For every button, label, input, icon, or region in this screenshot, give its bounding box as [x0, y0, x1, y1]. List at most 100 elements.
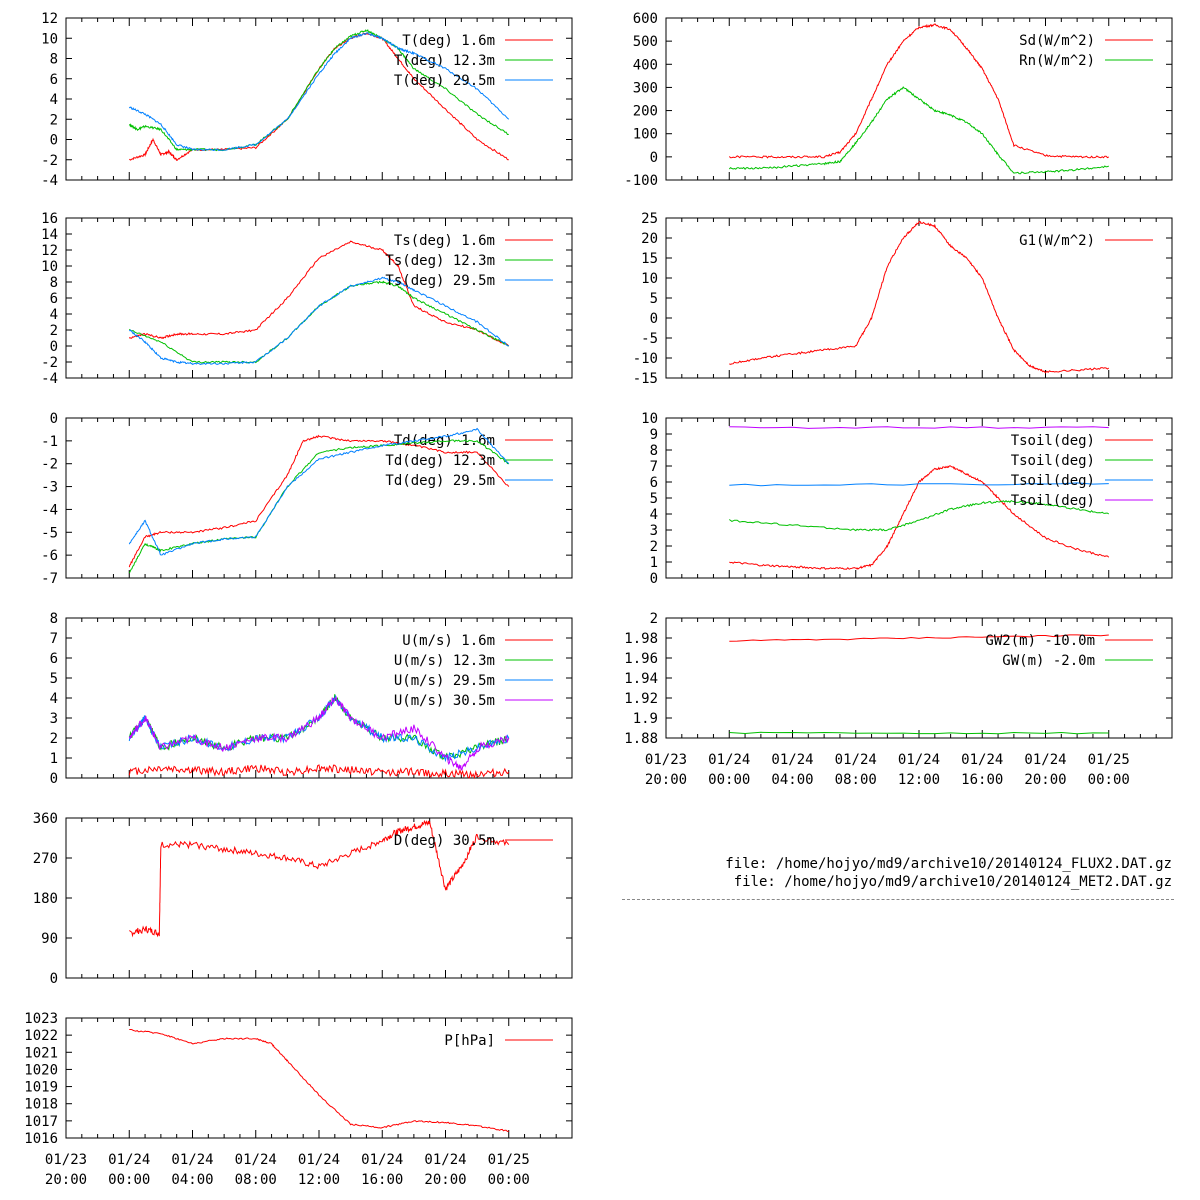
y-tick-label: 6	[650, 475, 658, 491]
legend-label: U(m/s) 30.5m	[394, 693, 495, 709]
legend-label: Tsoil(deg)	[1011, 453, 1095, 469]
x-tick-label: 20:00	[424, 1172, 466, 1188]
legend-label: GW(m) -2.0m	[1002, 653, 1095, 669]
x-tick-label: 01/24	[771, 752, 813, 768]
y-tick-label: 4	[50, 691, 58, 707]
y-tick-label: 2	[650, 539, 658, 555]
series-line-red	[128, 764, 510, 780]
y-tick-label: 0	[50, 771, 58, 787]
y-tick-label: 1	[50, 751, 58, 767]
legend-label: U(m/s) 12.3m	[394, 653, 495, 669]
x-tick-label: 01/24	[171, 1152, 213, 1168]
y-tick-label: 1023	[24, 1011, 58, 1027]
legend-label: P[hPa]	[444, 1033, 495, 1049]
y-tick-label: 600	[633, 11, 658, 27]
x-tick-label: 01/23	[645, 752, 687, 768]
series-line-green	[128, 439, 509, 574]
y-tick-label: -2	[41, 355, 58, 371]
legend-label: T(deg) 29.5m	[394, 73, 495, 89]
y-tick-label: -5	[641, 331, 658, 347]
series-line-purple	[729, 426, 1109, 429]
y-tick-label: 1021	[24, 1045, 58, 1061]
x-tick-label: 20:00	[645, 772, 687, 788]
x-tick-label: 01/24	[298, 1152, 340, 1168]
surface-temperature-frame	[65, 217, 573, 379]
legend-label: Tsoil(deg)	[1011, 493, 1095, 509]
x-tick-label: 08:00	[835, 772, 877, 788]
y-tick-label: 360	[33, 811, 58, 827]
y-tick-label: -7	[41, 571, 58, 587]
y-tick-label: -4	[41, 173, 58, 189]
y-tick-label: 8	[50, 275, 58, 291]
y-tick-label: 14	[41, 227, 58, 243]
x-tick-label: 01/24	[898, 752, 940, 768]
y-tick-label: 1	[650, 555, 658, 571]
y-tick-label: 2	[650, 611, 658, 627]
y-tick-label: 10	[41, 31, 58, 47]
y-tick-label: -1	[41, 434, 58, 450]
y-tick-label: 500	[633, 34, 658, 50]
y-tick-label: 0	[50, 133, 58, 149]
y-tick-label: 1.92	[624, 691, 658, 707]
x-tick-label: 01/24	[235, 1152, 277, 1168]
legend-label: Ts(deg) 1.6m	[394, 233, 495, 249]
file-list: file: /home/hojyo/md9/archive10/20140124…	[620, 855, 1172, 891]
y-tick-label: 4	[50, 92, 58, 108]
y-tick-label: 200	[633, 104, 658, 120]
series-line-blue	[128, 32, 510, 152]
y-tick-label: -4	[41, 371, 58, 387]
y-tick-label: 1016	[24, 1131, 58, 1147]
y-tick-label: 16	[41, 211, 58, 227]
y-tick-label: -100	[624, 173, 658, 189]
y-tick-label: -3	[41, 480, 58, 496]
series-line-blue	[128, 427, 510, 556]
soil-temperature-frame	[665, 417, 1173, 579]
x-tick-label: 04:00	[771, 772, 813, 788]
x-tick-label: 01/24	[961, 752, 1003, 768]
wind-speed-frame	[65, 617, 573, 779]
y-tick-label: 3	[650, 523, 658, 539]
series-line-red	[129, 819, 510, 938]
legend-label: Tsoil(deg)	[1011, 473, 1095, 489]
y-tick-label: 7	[50, 631, 58, 647]
x-tick-label: 20:00	[45, 1172, 87, 1188]
y-tick-label: 0	[50, 339, 58, 355]
x-tick-label: 01/23	[45, 1152, 87, 1168]
x-tick-label: 04:00	[171, 1172, 213, 1188]
x-tick-label: 01/24	[108, 1152, 150, 1168]
series-line-red	[729, 634, 1109, 642]
y-tick-label: 15	[641, 251, 658, 267]
legend-label: D(deg) 30.5m	[394, 833, 495, 849]
legend-label: G1(W/m^2)	[1019, 233, 1095, 249]
legend-label: GW2(m) -10.0m	[985, 633, 1095, 649]
series-line-blue	[128, 695, 510, 763]
y-tick-label: 5	[50, 671, 58, 687]
x-tick-label: 16:00	[361, 1172, 403, 1188]
x-tick-label: 00:00	[108, 1172, 150, 1188]
divider-dashed	[622, 899, 1174, 900]
x-tick-label: 01/25	[488, 1152, 530, 1168]
series-line-blue	[729, 482, 1109, 487]
y-tick-label: 3	[50, 711, 58, 727]
legend-label: Td(deg) 12.3m	[385, 453, 495, 469]
file-path-flux: file: /home/hojyo/md9/archive10/20140124…	[725, 856, 1172, 872]
y-tick-label: 2	[50, 731, 58, 747]
x-tick-label: 01/25	[1088, 752, 1130, 768]
legend-label: Td(deg) 29.5m	[385, 473, 495, 489]
radiation-chart: -100 0 100 200 300 400 500 600 Sd(W/m^2) Rn(W/m^2…	[624, 11, 1173, 189]
y-tick-label: 12	[41, 243, 58, 259]
y-tick-label: 2	[50, 112, 58, 128]
groundwater-chart: 1.88 1.9 1.92 1.94 1.96 1.98 2 GW2(m) -10.0m GW(…	[624, 611, 1173, 788]
y-tick-label: 7	[650, 459, 658, 475]
series-line-green	[128, 280, 509, 364]
series-line-red	[729, 465, 1110, 570]
wind-direction-chart: 0 90 180 270 360 D(deg) 30.5m	[33, 811, 573, 987]
series-line-red	[128, 434, 510, 568]
y-tick-label: 6	[50, 72, 58, 88]
y-tick-label: 8	[50, 52, 58, 68]
y-tick-label: 10	[641, 411, 658, 427]
